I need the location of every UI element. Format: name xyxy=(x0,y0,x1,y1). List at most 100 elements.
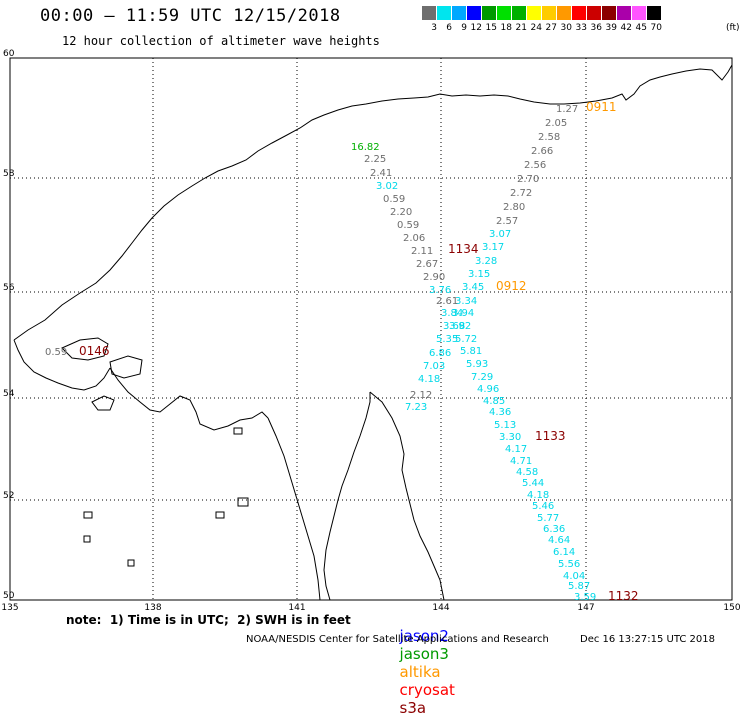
wave-value: 3.15 xyxy=(468,269,490,280)
wave-value: 4.71 xyxy=(510,456,532,467)
wave-value: 7.23 xyxy=(405,402,427,413)
scale-label: 24 xyxy=(530,23,542,33)
wave-value: 3.30 xyxy=(499,432,521,443)
scale-label: 9 xyxy=(461,23,467,33)
wave-value: 4.17 xyxy=(505,444,527,455)
credit-line: NOAA/NESDIS Center for Satellite Applica… xyxy=(246,634,549,645)
lat-tick-label: 56 xyxy=(3,283,15,293)
amur-coast xyxy=(109,367,269,431)
okhotsk-north-coast xyxy=(13,64,733,341)
wave-value: 3.84 xyxy=(441,308,463,319)
pass-label: 1133 xyxy=(535,429,566,443)
scale-label: 15 xyxy=(485,23,497,33)
lon-tick-label: 147 xyxy=(577,603,594,613)
legend-s3a: s3a xyxy=(399,699,427,717)
wave-value: 0.59 xyxy=(397,220,419,231)
wave-value: 5.44 xyxy=(522,478,544,489)
wave-value: 16.82 xyxy=(351,142,380,153)
mainland-tatar-coast xyxy=(267,417,321,601)
wave-value: 2.41 xyxy=(370,168,392,179)
scale-swatch xyxy=(572,6,587,20)
wave-value: 3.59 xyxy=(574,592,596,603)
wave-value: 4.64 xyxy=(548,535,570,546)
lat-tick-label: 60 xyxy=(3,49,15,59)
wave-value: 2.72 xyxy=(510,188,532,199)
wave-height-values: 0.59 1.27 2.05 2.58 2.66 2.56 2.70 2.72 … xyxy=(45,104,596,603)
scale-swatch xyxy=(557,6,572,20)
wave-value: 3.68 xyxy=(443,321,465,332)
lat-tick-label: 58 xyxy=(3,169,15,179)
wave-value: 2.58 xyxy=(538,132,560,143)
scale-swatch xyxy=(422,6,437,20)
pass-label: 0912 xyxy=(496,279,527,293)
lat-tick-label: 54 xyxy=(3,389,15,399)
small-island xyxy=(215,511,225,519)
lat-tick-label: 52 xyxy=(3,491,14,501)
wave-value: 2.06 xyxy=(403,233,425,244)
wave-value: 5.81 xyxy=(460,346,482,357)
wave-value: 2.56 xyxy=(524,160,546,171)
lon-tick-label: 150 xyxy=(723,603,740,613)
scale-label: 45 xyxy=(635,23,647,33)
small-island xyxy=(127,559,135,567)
scale-label: 18 xyxy=(500,23,512,33)
coastline xyxy=(13,64,733,601)
lon-tick-label: 141 xyxy=(288,603,305,613)
scale-swatch xyxy=(647,6,662,20)
lon-tick-label: 138 xyxy=(144,603,161,613)
wave-value: 3.92 xyxy=(449,321,471,332)
wave-value: 5.35 xyxy=(436,334,458,345)
scale-swatch xyxy=(617,6,632,20)
pass-label: 0146 xyxy=(79,344,110,358)
pass-labels: 0911 0912 1134 1133 1132 0146 xyxy=(79,100,639,603)
wave-value: 5.46 xyxy=(532,501,554,512)
map-title: 00:00 – 11:59 UTC 12/15/2018 xyxy=(40,6,341,26)
scale-swatch xyxy=(632,6,647,20)
wave-value: 2.70 xyxy=(517,174,539,185)
wave-value: 2.20 xyxy=(390,207,412,218)
wave-value: 3.07 xyxy=(489,229,511,240)
small-island xyxy=(237,497,249,507)
wave-height-map: 135 138 141 144 147 150 50 52 54 56 58 60 0911 0912… xyxy=(1,49,740,613)
shantar-island-3 xyxy=(91,395,115,411)
scale-swatch xyxy=(437,6,452,20)
wave-value: 3.76 xyxy=(429,285,451,296)
wave-value: 3.28 xyxy=(475,256,497,267)
small-island xyxy=(83,511,93,519)
wave-value: 6.86 xyxy=(429,348,451,359)
wave-value: 4.04 xyxy=(563,571,585,582)
wave-value: 3.34 xyxy=(455,296,477,307)
lat-tick-label: 50 xyxy=(3,591,15,601)
color-scale-labels: 3 6 9 12 15 18 21 24 27 30 33 36 39 42 45 70 xyxy=(422,23,662,33)
wave-value: 2.11 xyxy=(411,246,433,257)
wave-value: 2.57 xyxy=(496,216,518,227)
scale-label: 21 xyxy=(515,23,527,33)
wave-value: 3.94 xyxy=(452,308,474,319)
scale-label: 39 xyxy=(605,23,617,33)
wave-value: 7.29 xyxy=(471,372,493,383)
wave-value: 3.17 xyxy=(482,242,504,253)
wave-value: 3.45 xyxy=(462,282,484,293)
scale-swatch xyxy=(602,6,617,20)
small-island xyxy=(83,535,91,543)
scale-swatch xyxy=(467,6,482,20)
scale-swatch xyxy=(482,6,497,20)
wave-value: 2.25 xyxy=(364,154,386,165)
scale-swatch xyxy=(542,6,557,20)
wave-value: 4.96 xyxy=(477,384,499,395)
wave-value: 1.27 xyxy=(556,104,578,115)
west-coast xyxy=(13,339,111,391)
scale-swatch xyxy=(497,6,512,20)
wave-value: 3.02 xyxy=(376,181,398,192)
map-subtitle: 12 hour collection of altimeter wave hei… xyxy=(62,34,380,48)
pass-label: 1132 xyxy=(608,589,639,603)
sakhalin-island xyxy=(323,391,445,601)
scale-label: 27 xyxy=(545,23,557,33)
wave-value: 4.58 xyxy=(516,467,538,478)
lon-tick-label: 135 xyxy=(1,603,18,613)
wave-value: 4.85 xyxy=(483,396,505,407)
legend-altika: altika xyxy=(399,663,441,681)
wave-value: 2.66 xyxy=(531,146,553,157)
wave-value: 5.56 xyxy=(558,559,580,570)
scale-swatch xyxy=(512,6,527,20)
